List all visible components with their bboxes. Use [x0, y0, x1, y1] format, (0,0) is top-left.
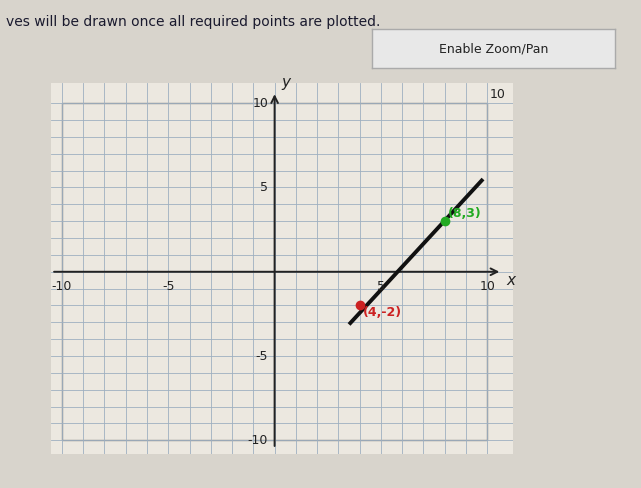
Text: 10: 10	[490, 88, 506, 102]
Text: ves will be drawn once all required points are plotted.: ves will be drawn once all required poin…	[6, 15, 381, 29]
Text: x: x	[506, 273, 515, 288]
Text: 10: 10	[479, 280, 495, 293]
Text: Enable Zoom/Pan: Enable Zoom/Pan	[439, 42, 548, 55]
Text: (8,3): (8,3)	[448, 206, 481, 220]
Text: -5: -5	[256, 349, 268, 363]
Text: 5: 5	[260, 181, 268, 194]
Text: -10: -10	[52, 280, 72, 293]
Text: -5: -5	[162, 280, 174, 293]
Text: 10: 10	[253, 97, 268, 110]
Text: -10: -10	[248, 434, 268, 447]
Text: y: y	[281, 75, 290, 90]
Text: 5: 5	[377, 280, 385, 293]
Text: (4,-2): (4,-2)	[363, 306, 402, 319]
